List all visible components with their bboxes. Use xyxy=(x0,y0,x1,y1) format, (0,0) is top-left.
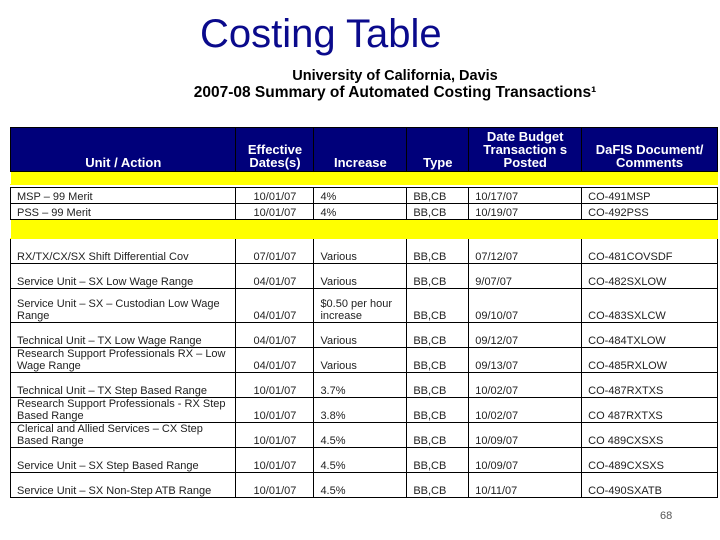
table-row: Technical Unit – TX Low Wage Range 04/01/… xyxy=(9,322,718,348)
column-header: Unit / Action xyxy=(9,127,237,172)
table-cell: 04/01/07 xyxy=(235,347,315,373)
table-cell: 4% xyxy=(313,187,408,204)
table-cell: 10/02/07 xyxy=(468,372,583,398)
table-cell: BB,CB xyxy=(406,472,470,498)
table-row: Research Support Professionals RX – Low … xyxy=(9,347,718,373)
table-cell: 07/12/07 xyxy=(468,238,583,264)
highlight-row xyxy=(9,219,718,239)
table-cell: MSP – 99 Merit xyxy=(9,187,237,204)
table-row: Clerical and Allied Services – CX Step B… xyxy=(9,422,718,448)
table-row: Service Unit – SX Low Wage Range 04/01/07… xyxy=(9,263,718,289)
table-cell: 10/17/07 xyxy=(468,187,583,204)
table-cell: 04/01/07 xyxy=(235,288,315,323)
costing-table: Unit / Action Effective Dates(s) Increase T… xyxy=(9,127,718,498)
table-cell: Research Support Professionals RX – Low … xyxy=(9,347,237,373)
table-cell: BB,CB xyxy=(406,238,470,264)
table-cell: 10/01/07 xyxy=(235,422,315,448)
table-cell: BB,CB xyxy=(406,322,470,348)
table-cell: 10/02/07 xyxy=(468,397,583,423)
table-row: Service Unit – SX – Custodian Low Wage R… xyxy=(9,288,718,323)
table-cell: BB,CB xyxy=(406,372,470,398)
table-cell: BB,CB xyxy=(406,447,470,473)
table-cell: CO-482SXLOW xyxy=(581,263,718,289)
table-cell: 4% xyxy=(313,203,408,220)
header-row: Unit / Action Effective Dates(s) Increase T… xyxy=(9,127,718,172)
table-cell: CO-481COVSDF xyxy=(581,238,718,264)
table-row: RX/TX/CX/SX Shift Differential Cov 07/01/… xyxy=(9,238,718,264)
table-cell: Service Unit – SX Low Wage Range xyxy=(9,263,237,289)
table-cell: 10/01/07 xyxy=(235,203,315,220)
table-cell: CO 487RXTXS xyxy=(581,397,718,423)
table-cell: RX/TX/CX/SX Shift Differential Cov xyxy=(9,238,237,264)
column-header: Type xyxy=(406,127,470,172)
table-cell: Service Unit – SX – Custodian Low Wage R… xyxy=(9,288,237,323)
table-cell: 10/01/07 xyxy=(235,447,315,473)
highlight-row xyxy=(9,171,718,185)
page-number: 68 xyxy=(660,510,673,522)
table-cell: BB,CB xyxy=(406,397,470,423)
table-cell: BB,CB xyxy=(406,288,470,323)
table-cell: 09/10/07 xyxy=(468,288,583,323)
table-row: PSS – 99 Merit 10/01/07 4% BB,CB 10/19/07 CO-… xyxy=(9,203,718,220)
table-cell: 04/01/07 xyxy=(235,322,315,348)
table-cell: Clerical and Allied Services – CX Step B… xyxy=(9,422,237,448)
table-cell: Technical Unit – TX Low Wage Range xyxy=(9,322,237,348)
table-cell: 3.8% xyxy=(313,397,408,423)
table-cell: CO-491MSP xyxy=(581,187,718,204)
table-cell: BB,CB xyxy=(406,347,470,373)
table-cell: BB,CB xyxy=(406,263,470,289)
table-cell: CO 489CXSXS xyxy=(581,422,718,448)
table-cell: 10/09/07 xyxy=(468,422,583,448)
column-header: Date Budget Transaction s Posted xyxy=(468,127,583,172)
table-cell: 3.7% xyxy=(313,372,408,398)
table-cell: Various xyxy=(313,347,408,373)
table-cell: CO-489CXSXS xyxy=(581,447,718,473)
table-row: Service Unit – SX Non-Step ATB Range 10/0… xyxy=(9,472,718,498)
table-cell: CO-487RXTXS xyxy=(581,372,718,398)
table-cell: 10/01/07 xyxy=(235,372,315,398)
table-cell: $0.50 per hour increase xyxy=(313,288,408,323)
column-header: Effective Dates(s) xyxy=(235,127,315,172)
table-cell: Various xyxy=(313,263,408,289)
table-cell: Various xyxy=(313,238,408,264)
table-cell: 10/09/07 xyxy=(468,447,583,473)
column-header: DaFIS Document/ Comments xyxy=(581,127,718,172)
table-cell: 10/01/07 xyxy=(235,397,315,423)
table-cell: Service Unit – SX Non-Step ATB Range xyxy=(9,472,237,498)
table-cell: 09/13/07 xyxy=(468,347,583,373)
table-cell: CO-490SXATB xyxy=(581,472,718,498)
table-row: Service Unit – SX Step Based Range 10/01/… xyxy=(9,447,718,473)
table-cell: CO-492PSS xyxy=(581,203,718,220)
column-header: Increase xyxy=(313,127,408,172)
table-cell: 10/11/07 xyxy=(468,472,583,498)
table-cell: 4.5% xyxy=(313,447,408,473)
table-cell: Technical Unit – TX Step Based Range xyxy=(9,372,237,398)
table-cell: Various xyxy=(313,322,408,348)
table-cell: CO-485RXLOW xyxy=(581,347,718,373)
subtitle-university: University of California, Davis xyxy=(292,68,498,84)
table-cell: 10/01/07 xyxy=(235,187,315,204)
table-cell: 07/01/07 xyxy=(235,238,315,264)
table-cell: 09/12/07 xyxy=(468,322,583,348)
table-cell: CO-484TXLOW xyxy=(581,322,718,348)
table-row: Research Support Professionals - RX Step… xyxy=(9,397,718,423)
table-cell: CO-483SXLCW xyxy=(581,288,718,323)
table-cell: BB,CB xyxy=(406,422,470,448)
table-cell: 10/19/07 xyxy=(468,203,583,220)
table-row: MSP – 99 Merit 10/01/07 4% BB,CB 10/17/07 CO-… xyxy=(9,187,718,204)
table-cell: PSS – 99 Merit xyxy=(9,203,237,220)
table-cell: BB,CB xyxy=(406,203,470,220)
slide-title: Costing Table xyxy=(200,12,442,56)
table-cell: Service Unit – SX Step Based Range xyxy=(9,447,237,473)
table-cell: Research Support Professionals - RX Step… xyxy=(9,397,237,423)
subtitle-summary: 2007-08 Summary of Automated Costing Tra… xyxy=(193,84,597,101)
table-cell: 4.5% xyxy=(313,422,408,448)
table-cell: 10/01/07 xyxy=(235,472,315,498)
table-cell: BB,CB xyxy=(406,187,470,204)
table-cell: 4.5% xyxy=(313,472,408,498)
table-cell: 04/01/07 xyxy=(235,263,315,289)
table-cell: 9/07/07 xyxy=(468,263,583,289)
table-row: Technical Unit – TX Step Based Range 10/0… xyxy=(9,372,718,398)
